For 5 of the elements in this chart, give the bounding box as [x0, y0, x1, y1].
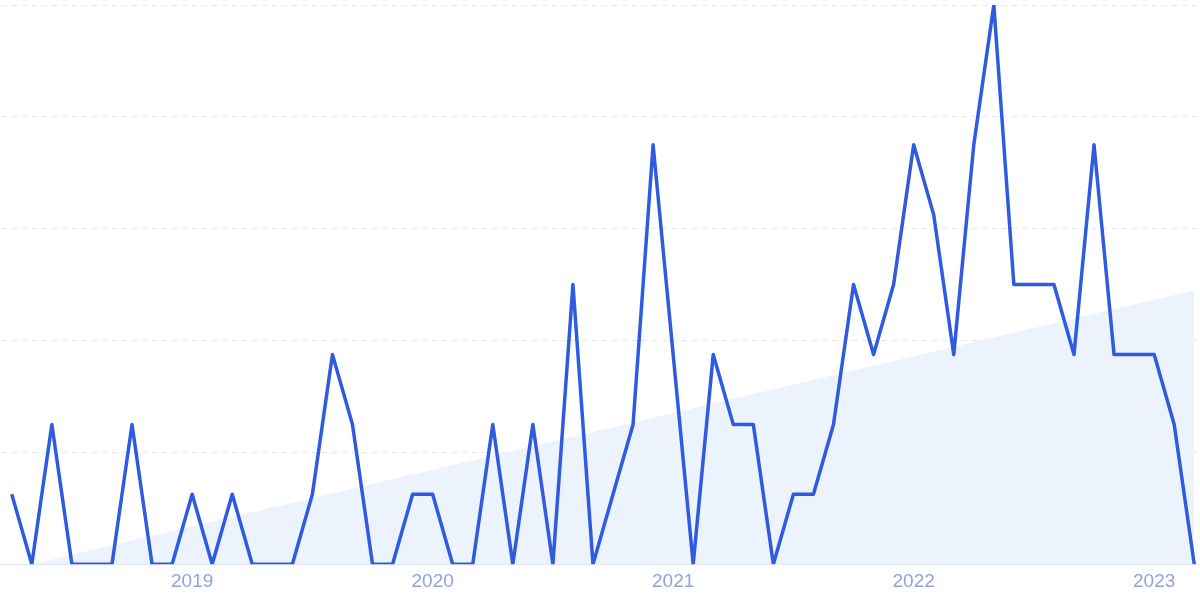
x-tick-label: 2022 [892, 569, 935, 591]
x-tick-label: 2021 [652, 569, 695, 591]
x-tick-label: 2019 [171, 569, 214, 591]
x-tick-label: 2023 [1133, 569, 1176, 591]
x-tick-label: 2020 [411, 569, 454, 591]
